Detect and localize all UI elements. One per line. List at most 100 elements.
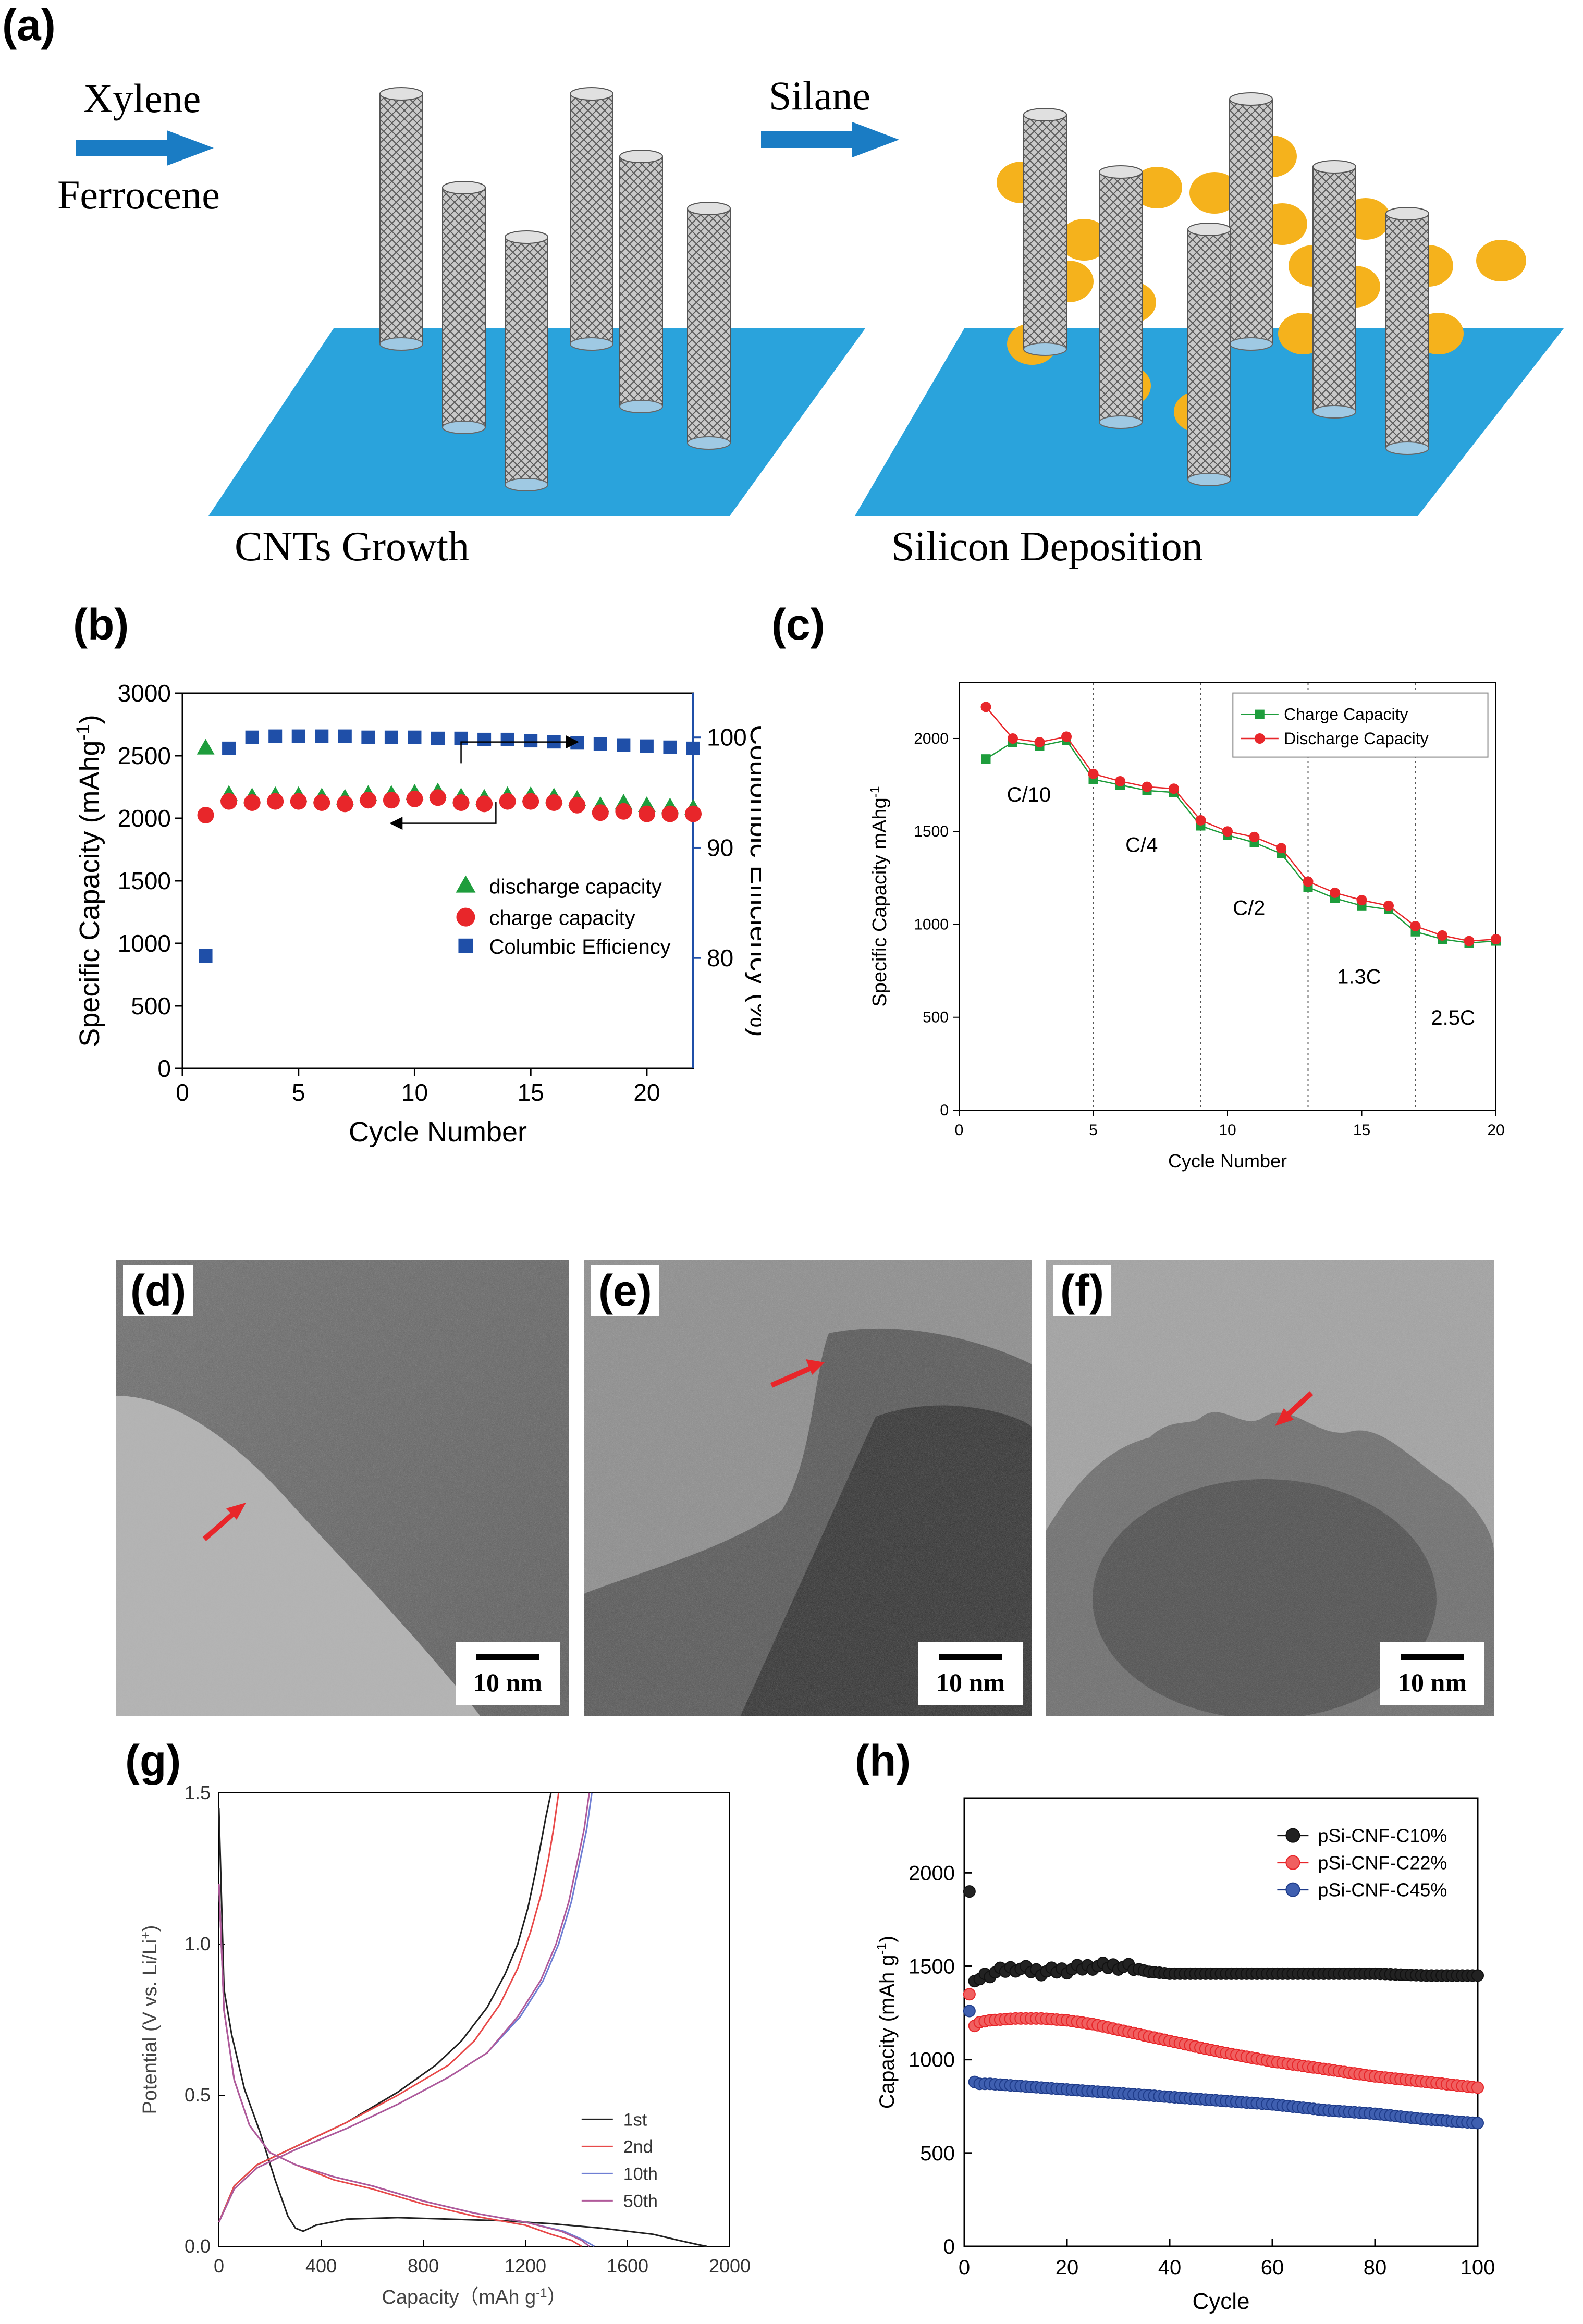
chart-g-voltage-profiles: 0 400 800 1200 1600 2000 0.0 0.5 1.0 1.5 Capacity（… [139, 1782, 751, 2308]
charge-point [360, 792, 377, 809]
y-tick-label: 1000 [914, 916, 949, 933]
plot-frame [218, 1792, 730, 2247]
charge-point [638, 805, 655, 822]
nanotube-top [1312, 160, 1356, 174]
nanotube-base [379, 337, 423, 351]
data-point [963, 1885, 976, 1898]
nanotube-top [687, 202, 731, 215]
y-tick-label: 0.5 [185, 2084, 211, 2106]
discharge-point [1088, 768, 1099, 779]
discharge-point [980, 702, 991, 712]
ce-point [222, 741, 236, 755]
nanotube-top [1023, 108, 1067, 121]
x-axis-label: Cycle [1192, 2289, 1249, 2314]
legend-label: 1st [623, 2110, 647, 2130]
discharge-point [1330, 887, 1340, 898]
panel-label-h: (h) [855, 1736, 911, 1785]
legend-label: pSi-CNF-C10% [1318, 1825, 1447, 1847]
nanotube [442, 187, 486, 428]
discharge-point [1195, 815, 1206, 826]
nanotube-base [1312, 405, 1356, 419]
panel-label-e: (e) [591, 1265, 659, 1316]
reaction-arrow-1 [76, 130, 214, 166]
x-axis-label: Cycle Number [349, 1116, 527, 1148]
x-tick-label: 15 [518, 1079, 544, 1106]
curve-charge [218, 1792, 560, 2223]
data-point [1471, 2081, 1484, 2094]
charge-point [267, 793, 284, 810]
silicon-particle [1476, 240, 1526, 281]
nanotube-top [505, 230, 548, 244]
curve-charge [218, 1792, 593, 2223]
discharge-point [1303, 876, 1314, 887]
x-tick-label: 0 [955, 1122, 964, 1139]
charge-point [499, 793, 516, 810]
discharge-point [1410, 921, 1421, 932]
ce-point [338, 729, 352, 743]
charge-point [685, 805, 702, 822]
nanotube-base [1229, 337, 1273, 351]
x-tick-label: 800 [408, 2255, 439, 2277]
nanotube-top [1385, 207, 1429, 220]
legend-label: charge capacity [489, 907, 635, 930]
nanotube-top [619, 150, 663, 163]
legend-label: Columbic Efficiency [489, 936, 670, 958]
discharge-point [197, 739, 215, 755]
x-tick-label: 80 [1364, 2256, 1387, 2279]
ce-point [245, 730, 259, 744]
silicon-particle [1132, 167, 1182, 208]
charge-point [383, 792, 400, 809]
nanotube [687, 208, 731, 444]
legend-marker-charge [456, 907, 475, 927]
charge-point [290, 793, 307, 810]
y-tick-label: 500 [131, 992, 171, 1019]
ce-point [570, 736, 584, 750]
ce-point [384, 730, 398, 744]
legend-label: Charge Capacity [1284, 705, 1408, 724]
nanotube-base [505, 478, 548, 491]
y-axis-label: Specific Capacity (mAhg-1) [73, 715, 106, 1047]
charge-point [452, 794, 470, 811]
charge-point [243, 794, 261, 811]
tem-arrow-e [770, 1364, 815, 1388]
legend-box [1232, 692, 1489, 758]
y-tick-label: 500 [920, 2142, 955, 2165]
legend-marker-ce [458, 938, 473, 953]
reagent-ferrocene: Ferrocene [57, 172, 220, 217]
discharge-point [1464, 936, 1475, 946]
x-tick-label: 20 [1487, 1122, 1504, 1139]
scale-label-d: 10 nm [473, 1668, 542, 1697]
rate-label: 2.5C [1431, 1006, 1475, 1029]
data-point [963, 2005, 976, 2018]
nanotube [1023, 114, 1067, 350]
y-tick-label: 0 [157, 1055, 171, 1082]
legend-marker [1285, 1828, 1300, 1843]
tem-image-d: (d) 10 nm [116, 1260, 569, 1716]
charge-point [661, 805, 679, 822]
data-point [1471, 2117, 1484, 2130]
nanotube [1099, 171, 1143, 423]
y-tick-label: 1.0 [185, 1933, 211, 1954]
x-tick-label: 0 [176, 1079, 189, 1106]
x-tick-label: 60 [1261, 2256, 1284, 2279]
x-tick-label: 0 [214, 2255, 224, 2277]
nanotube [619, 156, 663, 407]
panel-label-c: (c) [771, 600, 825, 649]
legend-label: 2nd [623, 2137, 653, 2157]
nanotube [505, 237, 548, 485]
chart-h-cycle-stability: 0 20 40 60 80 1000500100015002000CycleCapacit… [874, 1797, 1495, 2314]
y-tick-label: 1500 [914, 823, 949, 840]
legend-marker [1255, 709, 1265, 719]
legend-label: Discharge Capacity [1284, 729, 1428, 748]
scale-bar-e: 10 nm [918, 1642, 1023, 1705]
discharge-point [1437, 930, 1447, 941]
nanotube [1229, 99, 1273, 345]
step-label-cnt-growth: CNTs Growth [235, 524, 469, 570]
curve-discharge [218, 1883, 582, 2247]
right-axis-arrow [460, 735, 579, 764]
discharge-point [1169, 783, 1179, 794]
legend-marker [1285, 1882, 1300, 1897]
schematic-panel: Xylene Ferrocene Silane CNTs Growth Sili… [57, 73, 1564, 570]
charge-point [615, 803, 632, 820]
discharge-point [1222, 826, 1233, 837]
